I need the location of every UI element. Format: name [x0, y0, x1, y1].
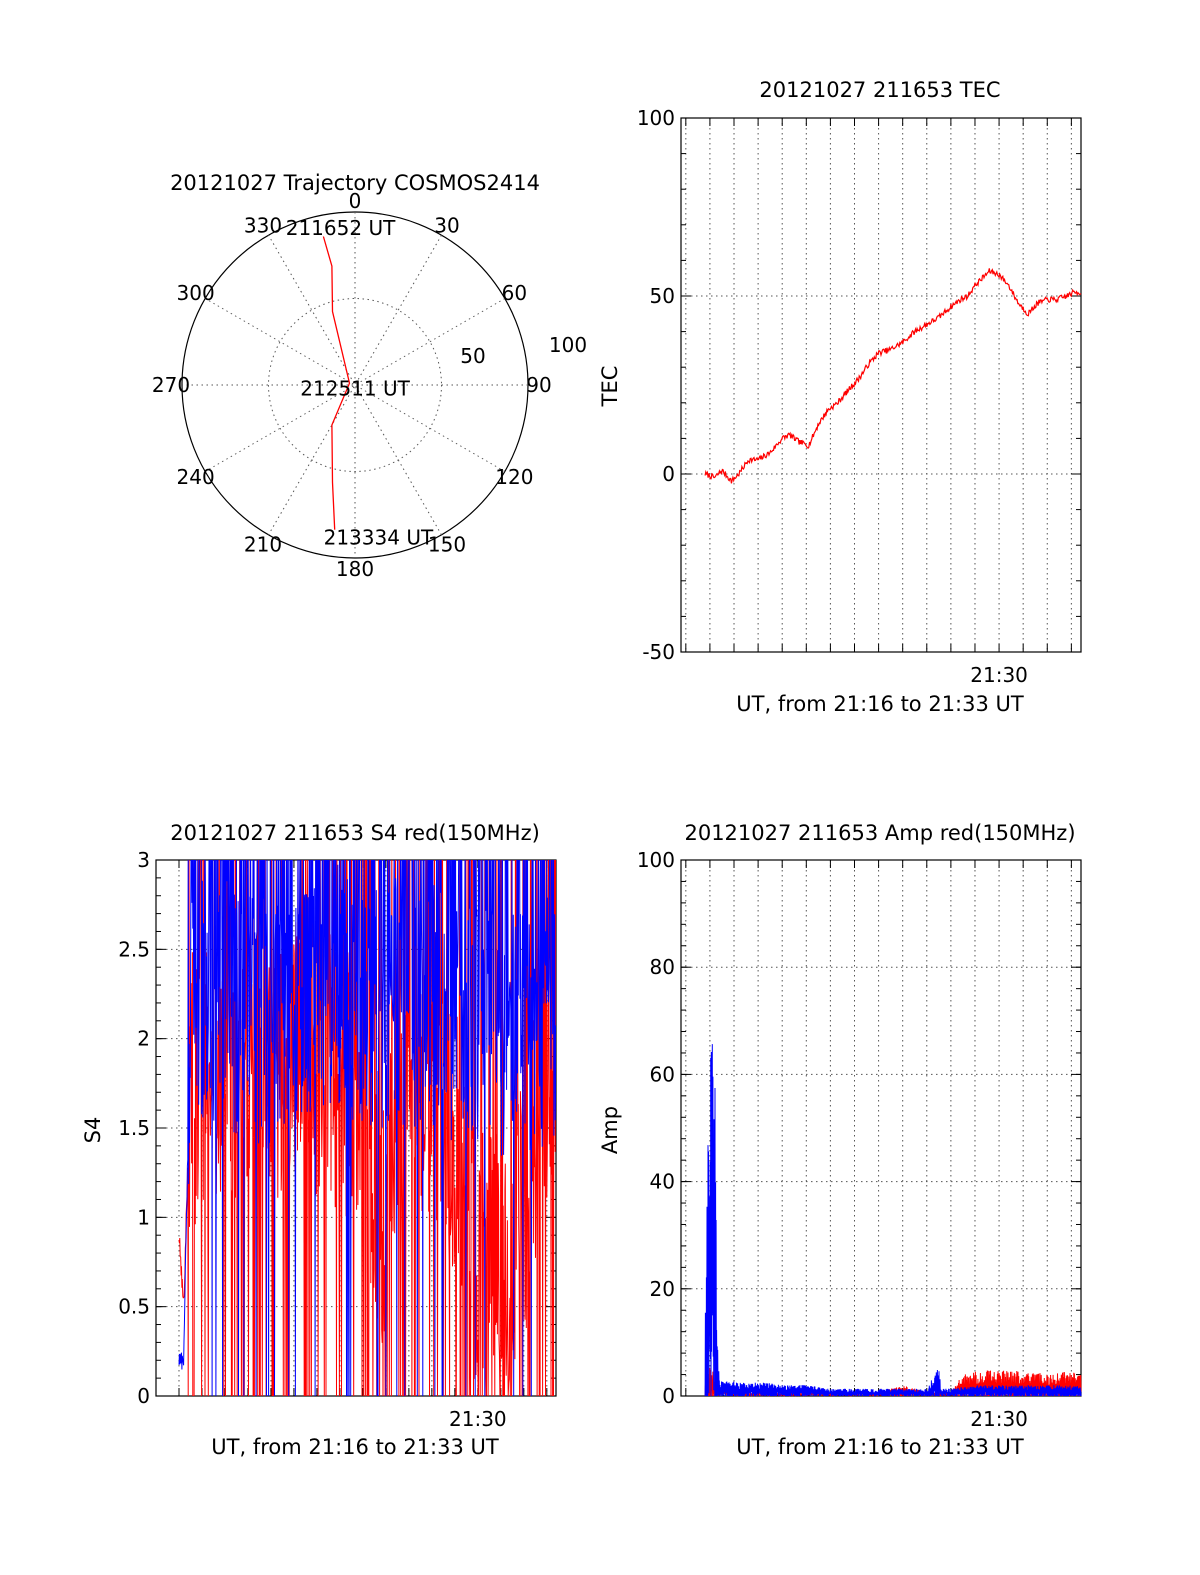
x-tick-label: 21:30: [449, 1407, 507, 1431]
y-tick-label: 0: [662, 462, 675, 486]
y-tick-label: 3: [137, 848, 150, 872]
polar-labels: 0 30 60 90 120 150 180 210 240 270 300 330 50 100: [152, 189, 587, 581]
trajectory-track: [322, 236, 351, 530]
y-tick-label: -50: [642, 640, 675, 664]
polar-grid: [181, 211, 529, 559]
azimuth-label: 330: [244, 214, 282, 238]
s4-y-axis-label: S4: [81, 1117, 105, 1144]
s4-series: [178, 860, 556, 1396]
trajectory-time-label: 213334 UT: [324, 525, 434, 549]
azimuth-label: 90: [526, 373, 551, 397]
amp-blue-series: [704, 1044, 1082, 1397]
y-tick-label: 80: [650, 955, 675, 979]
y-tick-label: 50: [650, 284, 675, 308]
trajectory-title: 20121027 Trajectory COSMOS2414: [170, 171, 540, 195]
y-tick-label: 20: [650, 1277, 675, 1301]
x-tick-label: 21:30: [970, 1407, 1028, 1431]
s4-axes: 0 0.5 1 1.5 2 2.5 3 21:30: [118, 848, 557, 1431]
tec-y-axis-label: TEC: [598, 366, 622, 408]
y-tick-label: 0.5: [118, 1295, 150, 1319]
y-tick-label: 60: [650, 1062, 675, 1086]
plot-frame: [680, 117, 1082, 653]
trajectory-polar-plot: 20121027 Trajectory COSMOS2414 0 30 60 90 12…: [152, 171, 587, 581]
azimuth-label: 240: [177, 465, 215, 489]
amp-title: 20121027 211653 Amp red(150MHz): [684, 821, 1075, 845]
tec-x-axis-label: UT, from 21:16 to 21:33 UT: [736, 692, 1024, 716]
azimuth-label: 180: [336, 557, 374, 581]
s4-blue-series: [178, 860, 556, 1396]
tec-line: [704, 268, 1082, 484]
s4-x-axis-label: UT, from 21:16 to 21:33 UT: [211, 1435, 499, 1459]
y-tick-label: 1: [137, 1205, 150, 1229]
plot-frame: [680, 859, 1082, 1397]
y-tick-label: 1.5: [118, 1116, 150, 1140]
tec-series: [704, 268, 1082, 484]
azimuth-label: 0: [349, 189, 362, 213]
azimuth-label: 210: [244, 532, 282, 556]
s4-red-series: [178, 860, 556, 1396]
amp-axes: 0 20 40 60 80 100 21:30: [637, 848, 1082, 1431]
azimuth-label: 150: [428, 532, 466, 556]
tec-axes: -50 0 50 100 21:30: [637, 106, 1082, 687]
amp-plot: 20121027 211653 Amp red(150MHz) Amp UT, …: [598, 821, 1082, 1459]
trajectory-line: [322, 236, 351, 530]
amp-series: [704, 1044, 1082, 1398]
azimuth-label: 300: [177, 281, 215, 305]
azimuth-label: 60: [502, 281, 527, 305]
s4-title: 20121027 211653 S4 red(150MHz): [170, 821, 540, 845]
y-tick-label: 2: [137, 1027, 150, 1051]
radial-label: 50: [460, 344, 485, 368]
azimuth-label: 30: [434, 214, 459, 238]
trajectory-annotations: 211652 UT 212511 UT 213334 UT: [286, 216, 434, 549]
y-tick-label: 40: [650, 1170, 675, 1194]
tec-plot: 20121027 211653 TEC TEC UT, from 21:16 t…: [598, 78, 1082, 716]
amp-y-axis-label: Amp: [598, 1106, 622, 1154]
y-tick-label: 0: [137, 1384, 150, 1408]
amp-x-axis-label: UT, from 21:16 to 21:33 UT: [736, 1435, 1024, 1459]
y-tick-label: 2.5: [118, 937, 150, 961]
radial-label: 100: [549, 333, 587, 357]
tec-title: 20121027 211653 TEC: [759, 78, 1000, 102]
azimuth-label: 120: [495, 465, 533, 489]
trajectory-time-label: 212511 UT: [300, 376, 410, 400]
x-tick-label: 21:30: [970, 663, 1028, 687]
y-tick-label: 100: [637, 848, 675, 872]
azimuth-label: 270: [152, 373, 190, 397]
s4-plot: 20121027 211653 S4 red(150MHz) S4 UT, fr…: [81, 821, 557, 1459]
y-tick-label: 100: [637, 106, 675, 130]
trajectory-time-label: 211652 UT: [286, 216, 396, 240]
y-tick-label: 0: [662, 1384, 675, 1408]
